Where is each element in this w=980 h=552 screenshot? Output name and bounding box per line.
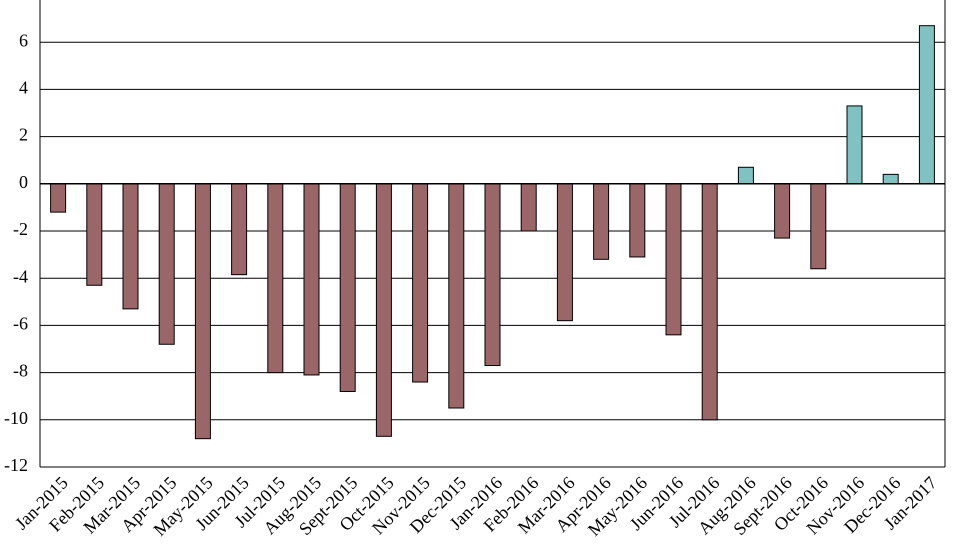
bar	[194, 183, 211, 440]
bar	[701, 183, 718, 421]
bar	[122, 183, 139, 310]
y-tick-label: 0	[19, 172, 28, 192]
bar	[267, 183, 284, 374]
bar	[520, 183, 537, 232]
bar	[846, 105, 863, 185]
bar	[484, 183, 501, 367]
bar	[918, 25, 935, 185]
bar	[412, 183, 429, 383]
bar	[50, 183, 67, 213]
y-tick-label: -6	[13, 314, 28, 334]
y-tick-label: 8	[19, 0, 28, 3]
bar	[629, 183, 646, 258]
bar	[665, 183, 682, 336]
bar	[303, 183, 320, 376]
y-tick-label: -4	[13, 266, 28, 286]
bar	[339, 183, 356, 392]
bar	[882, 173, 899, 185]
y-tick-label: 4	[19, 78, 28, 98]
y-tick-label: -12	[4, 455, 28, 475]
bar	[774, 183, 791, 239]
bar	[556, 183, 573, 322]
bar	[375, 183, 392, 437]
y-tick-label: 6	[19, 30, 28, 50]
bar	[86, 183, 103, 286]
y-tick-label: 2	[19, 125, 28, 145]
bar	[737, 166, 754, 185]
bar	[231, 183, 248, 276]
bar	[448, 183, 465, 409]
bar	[810, 183, 827, 270]
bar	[158, 183, 175, 345]
y-tick-label: -2	[13, 219, 28, 239]
y-tick-label: -8	[13, 361, 28, 381]
y-tick-label: -10	[4, 408, 28, 428]
bar	[593, 183, 610, 260]
